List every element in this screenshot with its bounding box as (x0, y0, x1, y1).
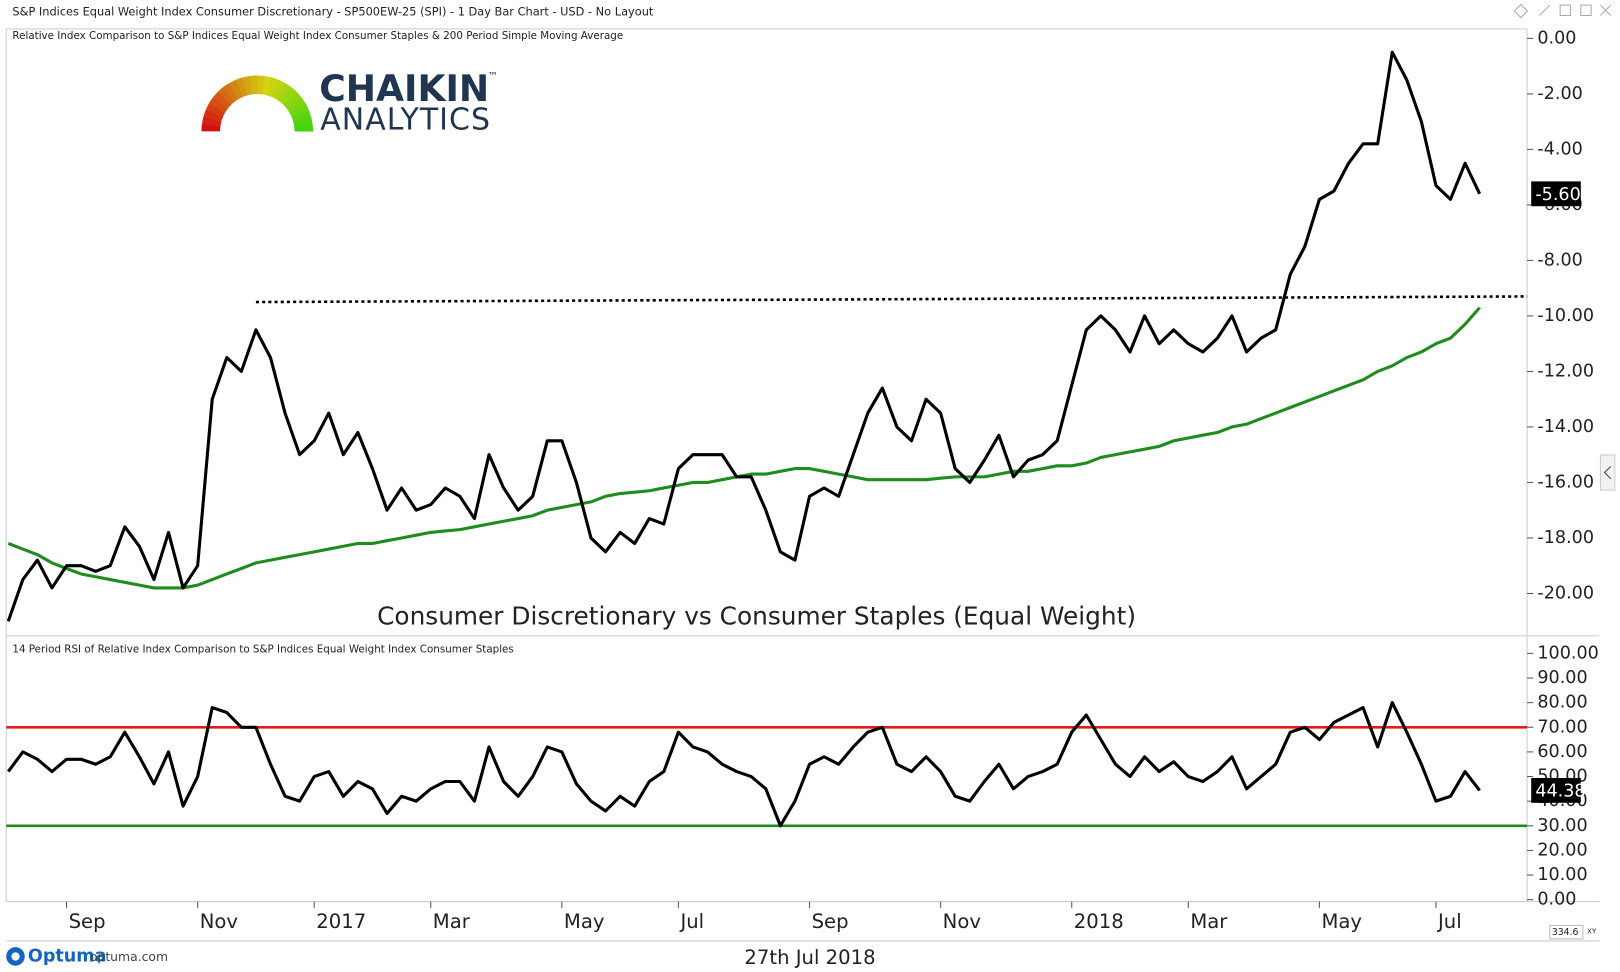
plot (6, 701, 1528, 828)
x-tick-label: 2018 (1074, 910, 1124, 933)
x-tick-label: 2017 (316, 910, 366, 933)
last-value-box (1531, 181, 1581, 207)
y-tick-label: -10.00 (1537, 306, 1594, 326)
line (7, 701, 1481, 828)
last-value-label: -5.60 (1535, 185, 1580, 205)
date: 27th Jul 2018 (744, 946, 875, 969)
gauge-segment (271, 79, 286, 100)
gauge-segment (201, 116, 222, 127)
plot (6, 50, 1528, 622)
y-tick-label: 80.00 (1537, 693, 1587, 713)
last-value-label: 44.38 (1535, 781, 1585, 801)
x-tick-label: May (564, 910, 605, 933)
gauge-segment (275, 82, 292, 102)
x-tick-label: Nov (943, 910, 982, 933)
y-tick-label: -16.00 (1537, 472, 1594, 492)
y-tick-label: 0.00 (1537, 28, 1576, 48)
x-tick-label: Sep (69, 910, 106, 933)
y-tick-label: 0.00 (1537, 890, 1576, 910)
panel-title: Relative Index Comparison to S&P Indices… (12, 30, 623, 42)
gauge-segment (279, 87, 297, 106)
y-tick-label: -12.00 (1537, 361, 1594, 381)
y-tick-label: -8.00 (1537, 250, 1582, 270)
gauge-segment (213, 91, 232, 109)
y-tick-label: 10.00 (1537, 865, 1587, 885)
gauge-segment (242, 75, 253, 96)
logo-tm: ™ (488, 71, 498, 83)
brand-icon (11, 952, 20, 961)
logo-gauge (201, 75, 314, 132)
x-tick-label: Mar (1190, 910, 1228, 933)
y-tick-label: 70.00 (1537, 717, 1587, 737)
gauge-segment (205, 103, 226, 118)
x-tick-label: Mar (433, 910, 471, 933)
icon (1559, 4, 1571, 17)
x-tick-label: Sep (812, 910, 849, 933)
x-tick-label: Jul (1436, 910, 1462, 933)
y-tick-label: 100.00 (1537, 643, 1598, 663)
logo-name: CHAIKIN (319, 67, 489, 110)
gauge-segment (283, 91, 302, 109)
gauge-segment (208, 97, 228, 113)
brand: Optuma (28, 946, 107, 966)
gauge-segment (293, 116, 313, 127)
line (6, 50, 1482, 622)
last-value-box (1531, 777, 1581, 803)
icon (1539, 4, 1551, 16)
gauge-segment (294, 124, 314, 132)
gauge-segment (262, 75, 273, 96)
annotation: Consumer Discretionary vs Consumer Stapl… (377, 601, 1136, 630)
header: S&P Indices Equal Weight Index Consumer … (12, 4, 653, 18)
x-tick-label: Nov (200, 910, 239, 933)
y-tick-label: 20.00 (1537, 840, 1587, 860)
gauge-segment (266, 77, 279, 98)
icon (1600, 4, 1612, 16)
y-tick-label: -18.00 (1537, 528, 1594, 548)
y-tick-label: -20.00 (1537, 583, 1594, 603)
y-tick-label: 60.00 (1537, 742, 1587, 762)
x-tick-label: Jul (678, 910, 704, 933)
collapse-button[interactable] (1599, 454, 1616, 491)
y-tick-label: -4.00 (1537, 139, 1582, 159)
gauge-segment (286, 97, 306, 113)
arrow-icon (1603, 465, 1612, 480)
gauge-segment (223, 82, 239, 102)
gauge-segment (235, 77, 248, 97)
mode: XY (1587, 927, 1597, 936)
scale: 334.6 (1552, 927, 1579, 938)
icon (1580, 4, 1592, 17)
icon (1513, 3, 1529, 19)
panel-title: 14 Period RSI of Relative Index Comparis… (12, 643, 513, 655)
y-tick-label: 90.00 (1537, 668, 1587, 688)
window-icons (1513, 3, 1612, 19)
gauge-segment (289, 103, 309, 118)
trendline (255, 295, 1528, 304)
gauge-segment (229, 79, 244, 100)
brand-site: optuma.com (90, 949, 168, 964)
logo-sub: ANALYTICS (320, 102, 491, 137)
gauge-segment (203, 109, 223, 122)
gauge-segment (249, 75, 258, 95)
gauge-segment (291, 109, 312, 122)
scale-box (1549, 924, 1584, 940)
y-tick-label: -2.00 (1537, 84, 1582, 104)
gauge-segment (217, 86, 235, 105)
y-tick-label: 30.00 (1537, 816, 1587, 836)
y-tick-label: -14.00 (1537, 417, 1594, 437)
x-tick-label: May (1321, 910, 1362, 933)
